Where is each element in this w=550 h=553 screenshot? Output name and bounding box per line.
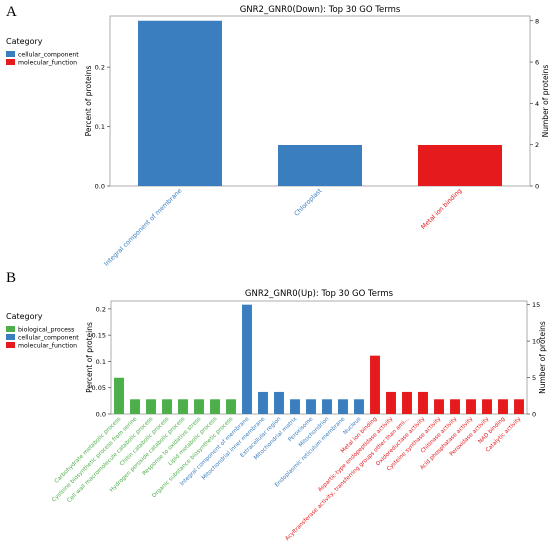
bar — [114, 377, 124, 414]
bar — [226, 399, 236, 414]
legend-label: cellular_component — [18, 335, 79, 342]
legend-title: Category — [6, 37, 43, 46]
y2-tick-label: 2 — [535, 141, 539, 149]
panel-label-a: A — [6, 4, 17, 20]
bar — [498, 399, 508, 414]
y2-axis-label: Number of proteins — [541, 65, 550, 138]
bar — [466, 399, 476, 414]
bar — [178, 399, 188, 414]
bar — [290, 399, 300, 414]
y2-tick-label: 0 — [532, 411, 536, 419]
y2-tick-label: 0 — [535, 183, 539, 191]
bar — [386, 391, 396, 414]
y2-tick-label: 5 — [532, 374, 536, 382]
panel-label-b: B — [6, 270, 17, 286]
y-axis-label: Percent of proteins — [84, 66, 93, 137]
bar — [482, 399, 492, 414]
bar — [278, 144, 362, 186]
bar — [354, 399, 364, 414]
chart-b: GNR2_GNR0(Up): Top 30 GO Terms 0.0 0.05 0.1… — [6, 289, 547, 542]
y2-tick-label: 8 — [535, 17, 539, 25]
bar — [434, 399, 444, 414]
legend-label: cellular_component — [18, 52, 79, 59]
plot-frame — [110, 300, 528, 415]
x-tick-label: Chloroplast — [293, 187, 324, 218]
bar — [322, 399, 332, 414]
bar — [138, 20, 222, 186]
x-tick-label: Metal ion binding — [420, 187, 463, 230]
legend-label: biological_process — [18, 327, 74, 334]
bar — [162, 399, 172, 414]
bar — [402, 391, 412, 414]
y2-axis-label: Number of proteins — [538, 321, 547, 394]
legend-swatch — [6, 342, 15, 348]
bar — [418, 391, 428, 414]
bar — [306, 399, 316, 414]
bar — [210, 399, 220, 414]
legend-swatch — [6, 326, 15, 332]
legend-title: Category — [6, 312, 43, 321]
y-tick-label: 0.2 — [96, 305, 106, 313]
y-tick-label: 0.1 — [96, 358, 106, 366]
bar — [194, 399, 204, 414]
x-tick-label: Carbohydrate metabolic process — [54, 416, 123, 485]
y-tick-label: 0.05 — [92, 384, 106, 392]
legend-swatch — [6, 59, 15, 65]
chart-a: GNR2_GNR0(Down): Top 30 GO Terms 0.0 0.1 0.… — [6, 5, 550, 268]
y-tick-label: 0.2 — [95, 64, 105, 72]
legend-label: molecular_function — [18, 343, 77, 350]
bar — [370, 355, 380, 414]
bar — [242, 304, 252, 414]
y2-tick-label: 15 — [532, 301, 540, 309]
y-tick-label: 0.1 — [95, 123, 105, 131]
chart-title: GNR2_GNR0(Up): Top 30 GO Terms — [245, 289, 394, 299]
bar — [514, 399, 524, 414]
bar — [258, 391, 268, 414]
y2-tick-label: 10 — [532, 338, 540, 346]
bar — [450, 399, 460, 414]
legend-swatch — [6, 51, 15, 57]
x-tick-label: Integral component of membrane — [103, 187, 183, 267]
legend-label: molecular_function — [18, 60, 77, 67]
y2-tick-label: 4 — [535, 100, 539, 108]
legend-swatch — [6, 334, 15, 340]
y-tick-label: 0.0 — [96, 411, 106, 419]
bar — [130, 399, 140, 414]
bar — [418, 144, 502, 186]
bar — [146, 399, 156, 414]
y2-tick-label: 6 — [535, 59, 539, 67]
y-tick-label: 0.0 — [95, 183, 105, 191]
bar — [274, 391, 284, 414]
y-tick-label: 0.15 — [92, 332, 106, 340]
y-axis-label: Percent of proteins — [85, 322, 94, 393]
chart-title: GNR2_GNR0(Down): Top 30 GO Terms — [240, 5, 401, 15]
bar — [338, 399, 348, 414]
